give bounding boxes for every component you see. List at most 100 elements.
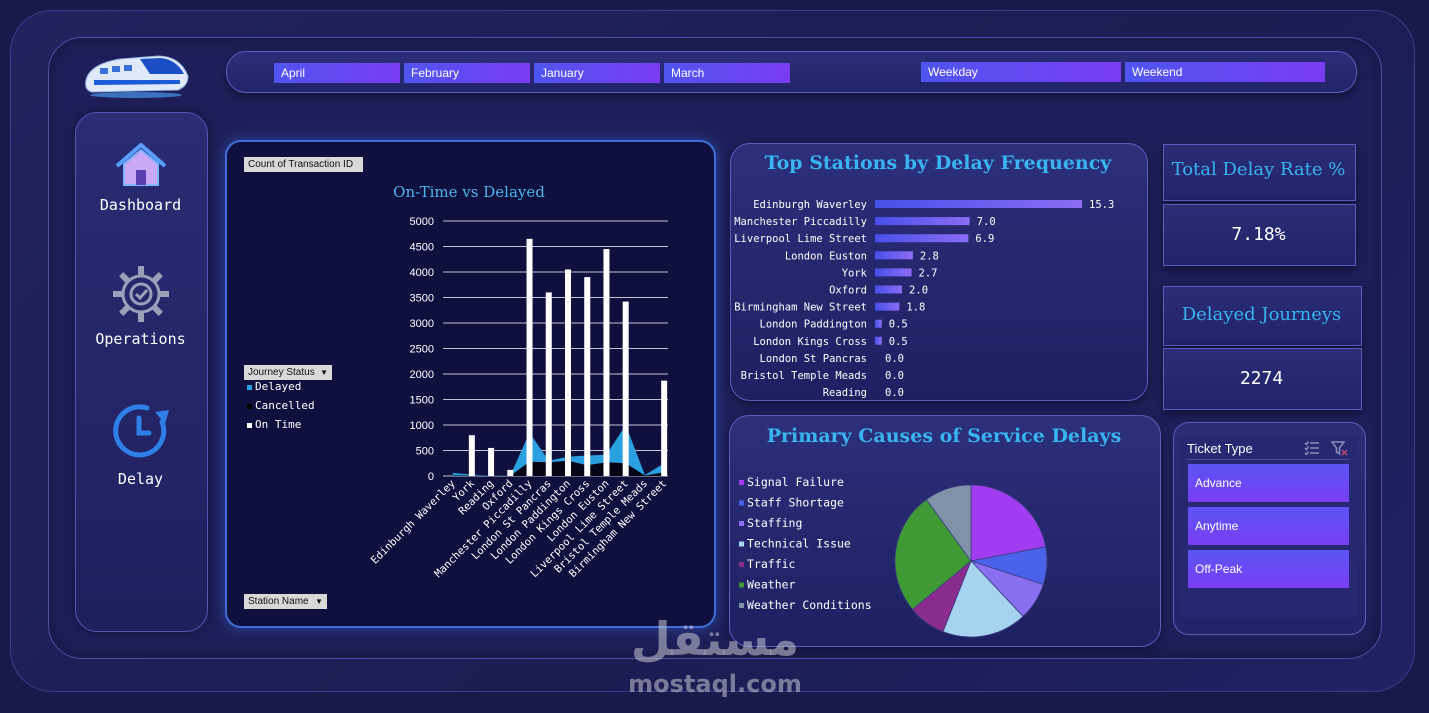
bar-value-label: 2.0 bbox=[909, 285, 928, 297]
pie-legend-swatch bbox=[739, 500, 744, 506]
ticket-type-divider bbox=[1187, 459, 1349, 460]
delay-causes-pie-chart: Signal Failure Staff Shortage Staffing Tech… bbox=[739, 475, 1048, 638]
bar-value-label: 15.3 bbox=[1089, 199, 1114, 211]
pie-slice bbox=[942, 560, 1024, 638]
bar-value-label: 1.8 bbox=[906, 302, 925, 314]
clear-filter-icon[interactable] bbox=[1331, 441, 1348, 456]
bar-value-label: 6.9 bbox=[975, 233, 994, 245]
sidebar-nav bbox=[75, 112, 208, 632]
y-tick-label: 3000 bbox=[410, 318, 434, 330]
bar-value-label: 2.7 bbox=[919, 267, 938, 279]
delay-rate-value: 7.18% bbox=[1231, 224, 1286, 245]
bar-category-label: York bbox=[842, 267, 868, 279]
bar-value-label: 2.8 bbox=[920, 250, 939, 262]
axis-field-pill-label: Station Name bbox=[248, 596, 309, 607]
month-slicer-february[interactable]: February bbox=[404, 63, 530, 83]
on-time-bar bbox=[545, 292, 552, 476]
delayed-journeys-value-box bbox=[1163, 348, 1362, 410]
bar-value-label: 0.5 bbox=[889, 336, 908, 348]
legend-swatch bbox=[247, 423, 252, 428]
chart-title: On-Time vs Delayed bbox=[393, 183, 545, 201]
bar-category-label: Birmingham New Street bbox=[734, 302, 867, 314]
pie-legend-label: Weather bbox=[747, 578, 796, 592]
bar-category-label: London St Pancras bbox=[760, 353, 867, 365]
pie-legend-swatch bbox=[739, 562, 744, 567]
legend-swatch bbox=[247, 404, 252, 409]
ticket-type-title: Ticket Type bbox=[1187, 441, 1253, 456]
bar-category-label: London Paddington bbox=[760, 319, 867, 331]
station-bar bbox=[875, 251, 913, 260]
top-stations-bar-chart: Edinburgh Waverley 15.3 Manchester Piccadi… bbox=[734, 199, 1114, 399]
home-icon bbox=[115, 143, 166, 186]
ticket-option-anytime[interactable]: Anytime bbox=[1188, 507, 1349, 545]
delay-causes-title: Primary Causes of Service Delays bbox=[766, 425, 1122, 447]
pie-slice bbox=[925, 484, 972, 563]
on-time-bar bbox=[622, 301, 629, 476]
y-tick-label: 0 bbox=[428, 471, 434, 483]
station-bar bbox=[875, 336, 882, 345]
nav-item-operations[interactable]: Operations bbox=[75, 266, 206, 348]
pie-legend-swatch bbox=[739, 582, 744, 588]
nav-item-dashboard[interactable]: Dashboard bbox=[75, 140, 206, 214]
bar-value-label: 0.0 bbox=[885, 387, 904, 399]
ticket-option-off-peak[interactable]: Off-Peak bbox=[1188, 550, 1349, 588]
dropdown-arrow-icon: ▼ bbox=[320, 368, 328, 377]
watermark-latin: mostaql.com bbox=[628, 670, 802, 698]
on-time-bar bbox=[468, 435, 475, 476]
delay-rate-title: Total Delay Rate % bbox=[1171, 159, 1346, 180]
gear-icon bbox=[112, 266, 169, 322]
nav-label-dashboard: Dashboard bbox=[99, 196, 182, 214]
y-tick-label: 4000 bbox=[410, 267, 434, 279]
on-time-bar bbox=[661, 380, 668, 476]
bar-category-label: Manchester Piccadilly bbox=[734, 216, 867, 228]
pie-legend-swatch bbox=[739, 541, 744, 547]
nav-item-delay[interactable]: Delay bbox=[75, 400, 206, 488]
y-tick-label: 2000 bbox=[410, 369, 434, 381]
pie-legend-label: Traffic bbox=[747, 557, 795, 571]
dropdown-arrow-icon: ▼ bbox=[315, 597, 323, 606]
on-time-bar bbox=[565, 269, 571, 476]
bar-value-label: 0.0 bbox=[885, 353, 904, 365]
month-slicer-january[interactable]: January bbox=[534, 63, 660, 83]
month-slicer-april[interactable]: April bbox=[274, 63, 400, 83]
y-tick-label: 4500 bbox=[410, 242, 434, 254]
nav-label-delay: Delay bbox=[117, 470, 164, 488]
pie-slice bbox=[970, 484, 1047, 562]
bar-category-label: Reading bbox=[823, 387, 867, 399]
station-bar bbox=[875, 268, 912, 277]
daytype-slicer-weekend[interactable]: Weekend bbox=[1125, 62, 1325, 82]
delayed-journeys-title: Delayed Journeys bbox=[1181, 304, 1342, 325]
daytype-slicer-weekday[interactable]: Weekday bbox=[921, 62, 1121, 82]
pie-legend-label: Staffing bbox=[747, 516, 802, 530]
axis-field-pill[interactable]: Station Name ▼ bbox=[244, 594, 327, 609]
value-field-pill[interactable]: Count of Transaction ID bbox=[244, 157, 363, 172]
delay-rate-value-box bbox=[1163, 204, 1356, 266]
station-bar bbox=[875, 302, 900, 311]
on-time-bar bbox=[507, 469, 514, 476]
delayed-journeys-value: 2274 bbox=[1239, 368, 1284, 389]
on-time-bar bbox=[584, 277, 591, 476]
watermark-arabic: مستقل bbox=[630, 612, 800, 666]
pie-legend-swatch bbox=[739, 603, 744, 608]
top-stations-card bbox=[730, 143, 1148, 401]
pie-legend-label: Weather Conditions bbox=[747, 598, 872, 612]
cancelled-series-area bbox=[452, 460, 665, 476]
legend-swatch bbox=[247, 385, 252, 390]
y-tick-label: 3500 bbox=[410, 293, 434, 305]
x-tick-label: Edinburgh Waverley bbox=[369, 478, 458, 567]
bar-value-label: 0.5 bbox=[889, 319, 908, 331]
on-time-bar bbox=[526, 238, 533, 476]
legend-field-pill[interactable]: Journey Status ▼ bbox=[244, 365, 332, 380]
multi-select-icon[interactable] bbox=[1304, 441, 1320, 455]
bar-category-label: Oxford bbox=[829, 285, 867, 297]
bar-category-label: Bristol Temple Meads bbox=[741, 370, 867, 382]
on-time-vs-delayed-chart: On-Time vs Delayed 0 500 1000 1500 2000 2500 30… bbox=[247, 183, 669, 580]
month-slicer-march[interactable]: March bbox=[664, 63, 790, 83]
top-stations-title: Top Stations by Delay Frequency bbox=[764, 152, 1112, 174]
pie-legend-label: Technical Issue bbox=[747, 537, 851, 551]
y-tick-label: 500 bbox=[416, 446, 434, 458]
pie-legend-label: Staff Shortage bbox=[747, 496, 844, 510]
station-bar bbox=[875, 217, 970, 226]
ticket-option-advance[interactable]: Advance bbox=[1188, 464, 1349, 502]
nav-label-operations: Operations bbox=[95, 330, 186, 348]
